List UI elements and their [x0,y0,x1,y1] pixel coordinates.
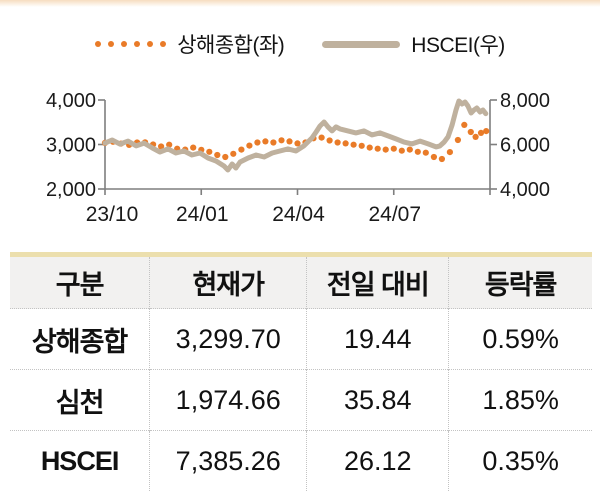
col-category: 구분 [10,257,150,309]
x-axis-tick-label: 24/07 [368,203,421,226]
shanghai-data-point [399,148,405,154]
current-price-value: 1,974.66 [150,370,307,431]
daily-change-value: 26.12 [307,431,449,491]
shanghai-data-point [431,154,437,160]
right-axis-tick-label: 4,000 [500,179,550,201]
hscei-data-line [105,101,486,170]
shanghai-data-point [278,137,284,143]
row-label: 심천 [10,370,150,431]
shanghai-data-point [468,129,474,135]
shanghai-data-point [222,154,228,160]
right-axis-tick-label: 6,000 [500,135,550,157]
shanghai-data-point [483,128,489,134]
shanghai-data-point [270,139,276,145]
shanghai-data-point [294,140,300,146]
current-price-value: 7,385.26 [150,431,307,491]
daily-change-value: 19.44 [307,309,449,370]
shanghai-data-point [407,147,413,153]
hscei-line-swatch-icon [322,41,400,48]
legend-label-hscei: HSCEI(우) [411,29,505,59]
shanghai-data-point [214,152,220,158]
shanghai-data-point [351,142,357,148]
left-axis-tick-label: 3,000 [46,135,96,157]
col-daily-change: 전일 대비 [307,257,449,309]
shanghai-data-point [447,149,453,155]
x-axis-tick-label: 23/10 [86,203,139,226]
shanghai-dots-swatch-icon [95,41,166,47]
legend-item-hscei: HSCEI(우) [322,29,505,59]
shanghai-data-point [383,147,389,153]
left-axis-tick-label: 2,000 [46,179,96,201]
row-label: 상해종합 [10,309,150,370]
shanghai-data-point [206,149,212,155]
shanghai-data-point [461,122,467,128]
col-current-price: 현재가 [150,257,307,309]
table-row-shenzhen: 심천 1,974.66 35.84 1.85% [10,370,592,431]
shanghai-data-point [343,140,349,146]
col-change-rate: 등락률 [449,257,592,309]
shanghai-data-point [238,147,244,153]
change-rate-value: 0.35% [449,431,592,491]
shanghai-data-point [190,145,196,151]
shanghai-data-point [286,138,292,144]
row-label: HSCEI [10,431,150,491]
change-rate-value: 1.85% [449,370,592,431]
top-accent-border [0,0,600,7]
left-axis-tick-label: 4,000 [46,90,96,112]
shanghai-data-point [359,143,365,149]
change-rate-value: 0.59% [449,309,592,370]
shanghai-data-point [439,156,445,162]
shanghai-data-point [391,146,397,152]
index-line-chart: 4,000 3,000 2,000 8,000 6,000 4,000 23/10 24/01… [0,73,600,243]
chart-legend: 상해종합(좌) HSCEI(우) [0,29,600,59]
shanghai-data-point [246,143,252,149]
x-axis-tick-label: 24/04 [272,203,325,226]
shanghai-data-point [455,137,461,143]
shanghai-data-point [319,135,325,141]
shanghai-data-point [262,138,268,144]
legend-item-shanghai: 상해종합(좌) [95,29,284,59]
shanghai-data-point [367,145,373,151]
shanghai-data-point [415,149,421,155]
table-row-hscei: HSCEI 7,385.26 26.12 0.35% [10,431,592,491]
index-table: 구분 현재가 전일 대비 등락률 상해종합 3,299.70 19.44 0.5… [10,252,592,491]
x-axis-tick-label: 24/01 [176,203,229,226]
shanghai-data-point [473,134,479,140]
shanghai-data-point [335,139,341,145]
right-axis-tick-label: 8,000 [500,90,550,112]
shanghai-data-point [230,151,236,157]
shanghai-data-point [327,137,333,143]
shanghai-data-point [375,146,381,152]
current-price-value: 3,299.70 [150,309,307,370]
legend-label-shanghai: 상해종합(좌) [177,29,284,59]
shanghai-data-point [423,150,429,156]
table-row-shanghai: 상해종합 3,299.70 19.44 0.59% [10,309,592,370]
shanghai-data-point [254,139,260,145]
table-header-row: 구분 현재가 전일 대비 등락률 [10,257,592,309]
daily-change-value: 35.84 [307,370,449,431]
